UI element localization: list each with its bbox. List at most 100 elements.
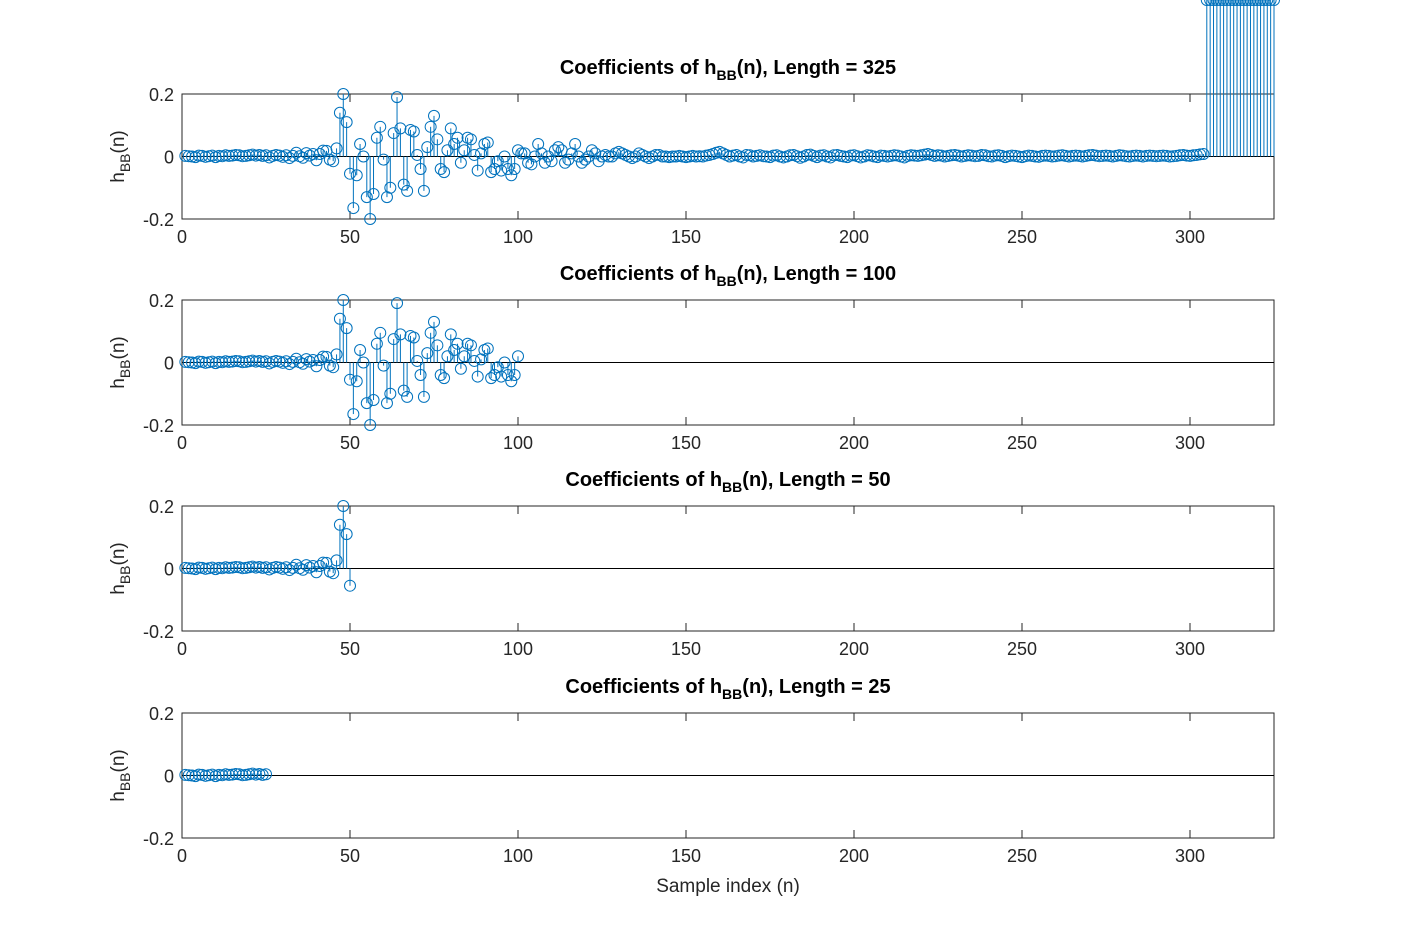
- stem-marker: [192, 355, 205, 368]
- stem-marker: [468, 354, 481, 367]
- stem-marker: [1005, 149, 1018, 162]
- stem-marker: [330, 554, 343, 567]
- stem-marker: [236, 150, 249, 163]
- x-tick-label: 50: [340, 227, 360, 247]
- stem-marker: [451, 337, 464, 350]
- x-tick-label: 100: [503, 227, 533, 247]
- stem-marker: [357, 356, 370, 369]
- stem-marker: [350, 375, 363, 388]
- stem-marker: [989, 149, 1002, 162]
- stem-marker: [223, 355, 236, 368]
- stem-marker: [337, 88, 350, 100]
- stem-marker: [448, 344, 461, 356]
- stem-marker: [1254, 0, 1267, 6]
- stem-marker: [223, 768, 236, 781]
- stem-marker: [438, 166, 451, 179]
- stem-marker: [313, 560, 326, 572]
- x-tick-label: 250: [1007, 433, 1037, 453]
- y-tick-label: -0.2: [143, 416, 174, 436]
- x-tick-label: 150: [671, 846, 701, 866]
- stem-marker: [333, 106, 346, 119]
- ylabel-suffix: (n): [108, 336, 129, 359]
- stem-marker: [545, 155, 558, 168]
- stem-marker: [559, 156, 572, 169]
- y-axis-label: hBB(n): [108, 336, 133, 389]
- stem-marker: [310, 360, 323, 373]
- stem-marker: [1251, 0, 1264, 6]
- x-tick-label: 100: [503, 846, 533, 866]
- stem-marker: [1210, 0, 1223, 6]
- stem-marker: [1180, 149, 1193, 162]
- stem-marker: [407, 125, 420, 138]
- stem-marker: [192, 768, 205, 781]
- title-subscript: BB: [722, 686, 742, 702]
- title-prefix: Coefficients of h: [565, 676, 722, 698]
- stem-marker: [192, 561, 205, 574]
- x-tick-label: 150: [671, 433, 701, 453]
- stem-marker: [300, 353, 313, 366]
- stem-marker: [411, 148, 424, 161]
- stem-marker: [582, 150, 595, 163]
- stem-marker: [421, 347, 434, 360]
- stem-marker: [1197, 148, 1210, 160]
- stem-marker: [488, 163, 501, 175]
- stem-marker: [431, 133, 444, 146]
- stem-marker: [485, 166, 498, 179]
- y-tick-label: 0: [164, 767, 174, 787]
- stem-marker: [286, 561, 299, 574]
- stem-marker: [1231, 0, 1244, 6]
- stem-marker: [525, 158, 538, 171]
- stem-marker: [1227, 0, 1240, 6]
- stem-marker: [182, 356, 195, 369]
- stem-marker: [1143, 149, 1156, 162]
- y-axis-label: hBB(n): [108, 542, 133, 595]
- stem-marker: [1167, 150, 1180, 163]
- x-tick-label: 250: [1007, 846, 1037, 866]
- y-tick-label: 0.2: [149, 497, 174, 517]
- stem-marker: [1046, 150, 1059, 163]
- stem-marker: [498, 150, 511, 163]
- title-subscript: BB: [716, 67, 736, 83]
- stem-marker: [1237, 0, 1250, 6]
- ylabel-suffix: (n): [108, 749, 129, 772]
- stem-marker: [384, 387, 397, 400]
- stem-marker: [458, 350, 471, 363]
- stem-marker: [344, 167, 356, 180]
- stem-marker: [1153, 149, 1166, 162]
- stem-marker: [1096, 149, 1109, 162]
- ylabel-subscript: BB: [117, 772, 133, 791]
- stem-marker: [340, 322, 353, 335]
- stem-marker: [347, 408, 360, 421]
- stem-marker: [1220, 0, 1233, 6]
- ylabel-main: h: [108, 172, 129, 183]
- title-subscript: BB: [722, 479, 742, 495]
- stem-marker: [505, 375, 518, 388]
- stem-marker: [538, 156, 551, 169]
- stem-marker: [932, 149, 944, 162]
- stem-marker: [344, 373, 356, 386]
- stem-marker: [1207, 0, 1220, 6]
- stem-marker: [495, 164, 508, 177]
- stem-marker: [1264, 0, 1277, 6]
- stem-marker: [569, 138, 582, 150]
- stem-marker: [236, 356, 249, 369]
- stem-marker: [330, 348, 343, 361]
- stem-marker: [874, 149, 887, 162]
- stem-marker: [414, 163, 427, 175]
- stem-marker: [347, 202, 360, 215]
- stem-marker: [572, 150, 585, 163]
- x-tick-label: 100: [503, 639, 533, 659]
- stem-marker: [629, 150, 642, 163]
- x-tick-label: 200: [839, 227, 869, 247]
- title-subscript: BB: [716, 273, 736, 289]
- stem-marker: [387, 333, 400, 346]
- stem-marker: [310, 566, 323, 579]
- stem-marker: [300, 559, 313, 572]
- stem-marker: [444, 122, 457, 135]
- stem-marker: [344, 579, 356, 592]
- stem-marker: [1029, 150, 1042, 163]
- y-tick-label: 0.2: [149, 291, 174, 311]
- stem-marker: [441, 144, 454, 157]
- stem-marker: [350, 169, 363, 182]
